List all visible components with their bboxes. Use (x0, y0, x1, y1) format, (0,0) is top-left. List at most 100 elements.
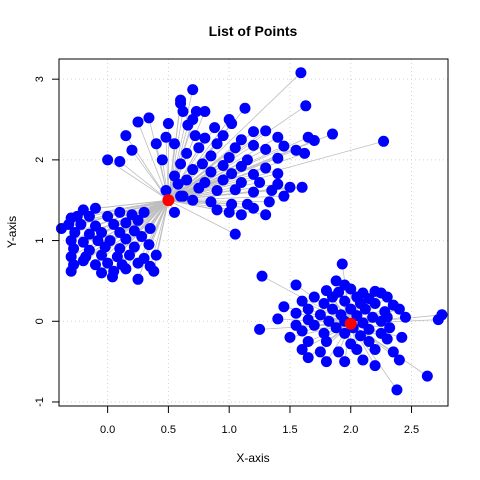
data-point (272, 131, 284, 143)
data-point (333, 346, 345, 358)
data-point (111, 251, 123, 263)
data-point (136, 231, 148, 243)
x-axis-label: X-axis (236, 451, 269, 465)
data-point (211, 185, 223, 197)
data-point (126, 144, 138, 156)
data-point (393, 354, 405, 366)
data-point (168, 138, 180, 150)
data-point (308, 135, 320, 147)
data-point (77, 236, 89, 248)
data-point (339, 356, 351, 368)
data-point (217, 174, 229, 186)
data-point (260, 143, 272, 155)
data-point (223, 151, 235, 163)
data-point (235, 160, 247, 172)
data-point (248, 126, 259, 138)
data-point (160, 185, 172, 197)
data-point (199, 132, 211, 144)
data-point (254, 323, 266, 335)
data-point (120, 130, 132, 142)
data-point (226, 168, 238, 180)
data-point (177, 105, 189, 117)
connector-line (137, 200, 169, 280)
chart-title: List of Points (209, 23, 298, 39)
data-point (114, 155, 126, 167)
data-point (108, 218, 120, 230)
data-point (235, 209, 247, 221)
x-tick-label: 2.5 (404, 424, 419, 436)
connector-line (89, 199, 169, 217)
data-point (77, 255, 89, 267)
axes: 0.0 0.5 1.0 1.5 2.0 2.5 -1 0 1 2 3 (34, 76, 419, 436)
data-point (323, 315, 335, 327)
connector-line (101, 199, 169, 274)
data-point (128, 241, 140, 253)
data-point (172, 178, 184, 190)
x-tick-label: 0.0 (100, 424, 115, 436)
data-point (181, 147, 193, 159)
data-point (102, 210, 114, 222)
data-point (302, 335, 314, 347)
data-point (92, 235, 104, 247)
data-point (120, 233, 132, 245)
data-point (160, 131, 172, 143)
data-point (363, 323, 375, 335)
data-point (272, 152, 284, 164)
data-point (205, 166, 217, 178)
data-point (143, 239, 155, 251)
data-point (396, 331, 408, 343)
data-point (248, 168, 259, 180)
data-point (381, 291, 393, 303)
data-point (150, 138, 162, 150)
x-tick-label: 1.5 (282, 424, 297, 436)
data-point (217, 160, 229, 172)
data-point (296, 295, 308, 307)
data-point (320, 335, 332, 347)
data-point (327, 128, 339, 140)
data-points (55, 67, 448, 396)
data-point (320, 356, 332, 368)
data-point (359, 303, 371, 315)
data-point (327, 303, 339, 315)
data-point (187, 164, 199, 176)
data-point (102, 257, 114, 269)
data-point (302, 303, 314, 315)
data-point (96, 267, 108, 279)
data-point (138, 206, 150, 218)
data-point (318, 298, 330, 310)
y-tick-label: 1 (34, 238, 46, 244)
data-point (345, 283, 357, 295)
data-point (296, 325, 308, 337)
data-point (308, 319, 320, 331)
data-point (193, 142, 205, 154)
center-point (162, 194, 175, 207)
data-point (132, 116, 144, 128)
data-point (308, 291, 320, 303)
data-point (182, 119, 194, 131)
data-point (336, 258, 348, 270)
data-point (132, 214, 144, 226)
data-point (193, 182, 205, 194)
data-point (114, 206, 126, 218)
data-point (260, 125, 272, 137)
connector-line (119, 161, 169, 201)
y-tick-label: 2 (34, 157, 46, 163)
data-point (211, 204, 223, 216)
data-point (354, 330, 366, 342)
data-point (229, 142, 241, 154)
data-point (106, 271, 118, 283)
connector-line (168, 139, 242, 201)
data-point (75, 218, 87, 230)
data-point (144, 222, 156, 234)
data-point (248, 139, 259, 151)
data-point (199, 105, 211, 117)
data-point (302, 352, 314, 364)
connector-line (168, 111, 184, 201)
y-axis-label: Y-axis (5, 216, 19, 248)
data-point (387, 346, 399, 358)
data-point (209, 122, 221, 134)
data-point (295, 67, 307, 79)
data-point (300, 100, 312, 112)
data-point (96, 249, 108, 261)
data-point (223, 206, 235, 218)
